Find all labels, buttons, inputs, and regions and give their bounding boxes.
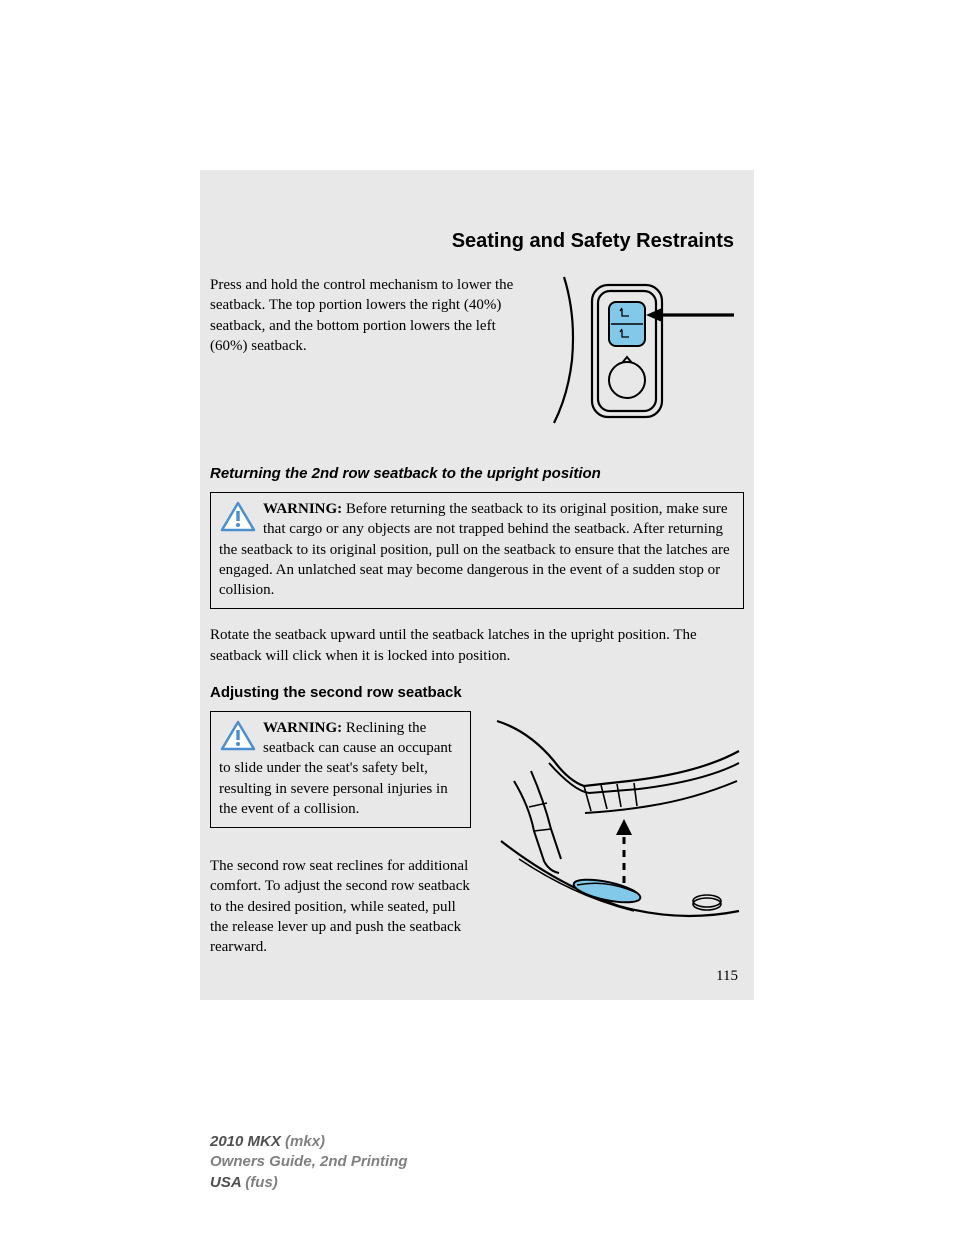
warning-icon — [219, 720, 257, 757]
paragraph-recline: The second row seat reclines for additio… — [210, 856, 471, 957]
intro-paragraph: Press and hold the control mechanism to … — [210, 275, 514, 425]
warning-1-text: WARNING: Before returning the seatback t… — [219, 499, 735, 600]
warning-1-label: WARNING: — [263, 501, 342, 517]
footer-line-2: Owners Guide, 2nd Printing — [210, 1152, 408, 1172]
subhead-returning: Returning the 2nd row seatback to the up… — [210, 465, 744, 482]
footer-region-code: (fus) — [241, 1174, 278, 1191]
subhead-adjusting: Adjusting the second row seatback — [210, 684, 744, 701]
section-title: Seating and Safety Restraints — [210, 230, 744, 253]
row-intro: Press and hold the control mechanism to … — [210, 275, 744, 425]
footer-model-code: (mkx) — [281, 1133, 325, 1150]
warning-box-2: WARNING: Reclining the seatback can caus… — [210, 711, 471, 828]
col-left: WARNING: Reclining the seatback can caus… — [210, 711, 471, 976]
warning-box-1: WARNING: Before returning the seatback t… — [210, 492, 744, 609]
control-button-figure — [534, 275, 744, 425]
footer: 2010 MKX (mkx) Owners Guide, 2nd Printin… — [210, 1132, 408, 1193]
warning-icon — [219, 501, 257, 538]
footer-line-3: USA (fus) — [210, 1173, 408, 1193]
paragraph-rotate: Rotate the seatback upward until the sea… — [210, 625, 744, 666]
page-number: 115 — [716, 968, 738, 985]
seat-lever-figure — [489, 711, 744, 941]
warning-2-label: WARNING: — [263, 720, 342, 736]
footer-line-1: 2010 MKX (mkx) — [210, 1132, 408, 1152]
page-content: Seating and Safety Restraints Press and … — [210, 230, 744, 975]
row-adjusting: WARNING: Reclining the seatback can caus… — [210, 711, 744, 976]
footer-model: 2010 MKX — [210, 1133, 281, 1150]
footer-region: USA — [210, 1174, 241, 1191]
